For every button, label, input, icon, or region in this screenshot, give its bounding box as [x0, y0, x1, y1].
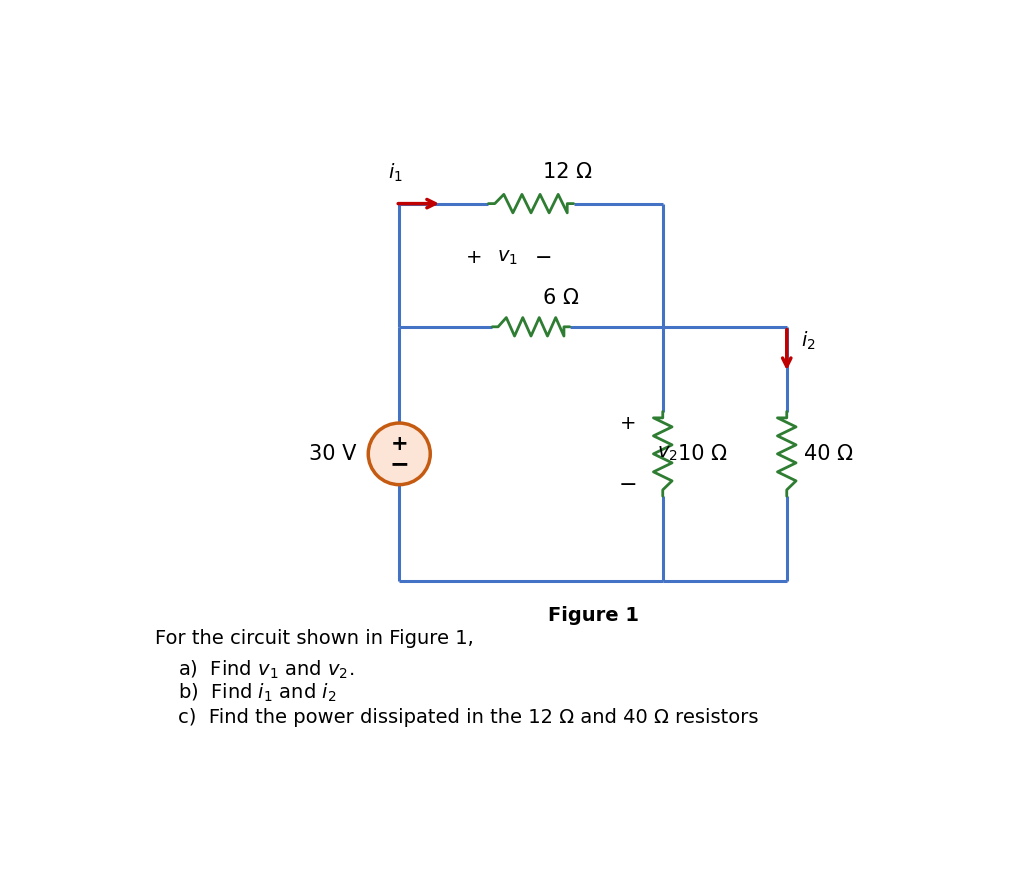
Text: 12 Ω: 12 Ω [543, 162, 592, 182]
Text: −: − [618, 474, 637, 494]
Text: +: + [620, 414, 636, 433]
Text: a)  Find $v_1$ and $v_2$.: a) Find $v_1$ and $v_2$. [178, 659, 354, 680]
Text: $v_2$: $v_2$ [656, 444, 677, 463]
Text: c)  Find the power dissipated in the 12 Ω and 40 Ω resistors: c) Find the power dissipated in the 12 Ω… [178, 708, 759, 727]
Text: −: − [389, 453, 410, 476]
Text: 40 Ω: 40 Ω [804, 444, 853, 464]
Text: 30 V: 30 V [309, 444, 356, 464]
Circle shape [369, 423, 430, 485]
Text: For the circuit shown in Figure 1,: For the circuit shown in Figure 1, [155, 629, 474, 648]
Text: +: + [390, 434, 408, 454]
Text: $i_1$: $i_1$ [388, 162, 402, 184]
Text: 10 Ω: 10 Ω [678, 444, 727, 464]
Text: b)  Find $i_1$ and $i_2$: b) Find $i_1$ and $i_2$ [178, 681, 337, 704]
Text: 6 Ω: 6 Ω [543, 288, 579, 308]
Text: $i_2$: $i_2$ [801, 329, 815, 352]
Text: Figure 1: Figure 1 [548, 606, 639, 625]
Text: +: + [466, 248, 488, 267]
Text: −: − [535, 248, 552, 268]
Text: $v_1$: $v_1$ [498, 248, 518, 267]
